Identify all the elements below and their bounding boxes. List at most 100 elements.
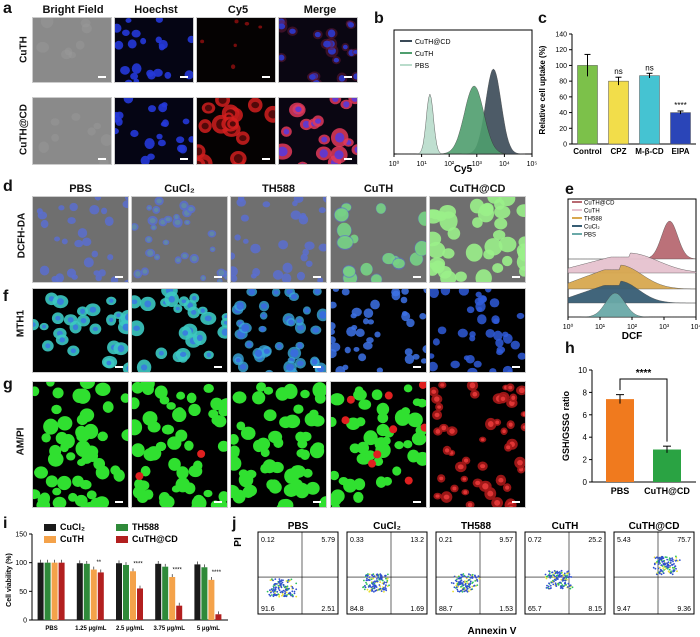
scale-bar <box>313 501 321 503</box>
scale-bar <box>214 276 222 278</box>
flow-dot <box>375 589 378 591</box>
panel-label-b: b <box>374 10 384 27</box>
panel-i-bar-2-0 <box>116 563 122 620</box>
flow-dot <box>462 584 464 587</box>
flow-dot <box>278 578 281 580</box>
panel-i-annotation-2: **** <box>133 562 143 568</box>
flow-dot <box>554 582 557 585</box>
flow-dot <box>369 585 371 588</box>
flow-dot <box>566 572 569 575</box>
flow-dot <box>564 582 567 585</box>
flow-dot <box>671 557 674 559</box>
flow-dot <box>477 575 480 578</box>
flow-dot <box>561 580 564 582</box>
flow-dot <box>277 587 280 590</box>
flow-dot <box>271 578 273 580</box>
flow-dot <box>561 584 564 586</box>
flow-dot <box>276 590 279 593</box>
flow-dot <box>387 573 389 576</box>
flow-dot <box>666 558 669 561</box>
flow-dot <box>670 559 673 562</box>
panel-i-chart: 0 50 100 150 PBS 1.25 μg/mL ** 2.5 μg/mL **** 3.7… <box>6 522 228 632</box>
flow-dot <box>552 583 555 586</box>
flow-plot-ul-2: 0.21 <box>439 537 453 544</box>
panel-e-legend-label-1: CuTH <box>584 209 600 215</box>
flow-dot <box>293 590 296 593</box>
panel-c-bar-3 <box>670 112 691 145</box>
flow-dot <box>665 565 668 568</box>
panel-e-legend-label-0: CuTH@CD <box>584 201 615 207</box>
micrograph-a-cuth-hoechst <box>114 17 194 83</box>
flow-dot <box>563 576 566 579</box>
panel-e-tick-label-1: 10¹ <box>595 324 606 331</box>
flow-dot <box>466 587 469 590</box>
flow-dot <box>555 583 557 586</box>
flow-dot <box>379 581 382 583</box>
panel-i-legend-swatch-1 <box>116 524 128 531</box>
row-label-am-pi: AM/PI <box>15 427 27 456</box>
panel-i-annotation-4: **** <box>212 570 222 576</box>
panel-i-legend-swatch-0 <box>44 524 56 531</box>
panel-c-bar-1 <box>608 80 629 145</box>
flow-dot <box>282 579 284 582</box>
flow-dot <box>676 570 678 573</box>
flow-plot-ur-4: 75.7 <box>677 537 691 544</box>
flow-dot <box>282 593 284 596</box>
scale-bar <box>115 501 123 503</box>
flow-dot <box>364 584 366 587</box>
flow-dot <box>549 584 552 587</box>
panel-e-legend-label-3: CuCl₂ <box>584 225 600 231</box>
flow-dot <box>553 580 555 583</box>
flow-dot <box>554 575 556 578</box>
flow-dot <box>368 579 371 582</box>
flow-dot <box>464 575 466 578</box>
flow-dot <box>378 577 381 580</box>
flow-dot <box>471 573 474 576</box>
panel-i-bar-1-1 <box>83 563 90 620</box>
flow-dot <box>459 577 461 579</box>
scale-bar <box>512 276 520 278</box>
flow-dot <box>666 567 669 570</box>
panel-label-j: j <box>232 515 237 532</box>
flow-dot <box>295 595 298 598</box>
flow-dot <box>466 590 469 593</box>
panel-i-annotation-3: **** <box>173 567 183 573</box>
flow-dot <box>474 575 477 578</box>
flow-dot <box>374 581 376 583</box>
scale-bar <box>313 276 321 278</box>
flow-dot <box>284 595 286 597</box>
flow-dot <box>461 582 463 584</box>
flow-dot <box>453 586 456 589</box>
panel-b-xlabel: Cy5 <box>454 164 473 174</box>
panel-label-i: i <box>3 515 8 532</box>
micrograph-a-cuth-cd-cy5 <box>196 97 276 165</box>
micrograph-dcfh-da-th588 <box>230 196 327 283</box>
panel-b-tick-label-2: 10² <box>444 161 455 168</box>
flow-dot <box>383 588 386 591</box>
flow-plot-ul-0: 0.12 <box>261 537 275 544</box>
flow-dot <box>271 589 274 592</box>
flow-dot <box>386 577 389 580</box>
panel-c-ytick-label-1: 20 <box>559 126 567 133</box>
scale-bar <box>344 158 352 160</box>
flow-dot <box>369 589 372 592</box>
flow-dot <box>568 575 571 578</box>
panel-h-significance: **** <box>636 368 652 379</box>
flow-dot <box>673 566 676 569</box>
flow-dot <box>386 585 389 588</box>
flow-dot <box>567 582 570 585</box>
row-label-dcfh-da: DCFH-DA <box>16 212 28 259</box>
panel-b-tick-label-4: 10⁴ <box>499 161 510 168</box>
micrograph-mth1-cuth-cd <box>429 288 526 373</box>
flow-dot <box>381 579 384 582</box>
flow-dot <box>550 587 552 589</box>
flow-dot <box>371 574 374 577</box>
panel-h-ytick-label-0: 0 <box>583 478 588 487</box>
flow-dot <box>455 580 458 583</box>
flow-dot <box>372 585 375 587</box>
panel-h-ytick-label-4: 8 <box>583 388 588 397</box>
flow-dot <box>365 581 367 584</box>
flow-dot <box>373 584 376 587</box>
flow-plot-title-4: CuTH@CD <box>629 521 680 532</box>
flow-dot <box>280 586 283 589</box>
